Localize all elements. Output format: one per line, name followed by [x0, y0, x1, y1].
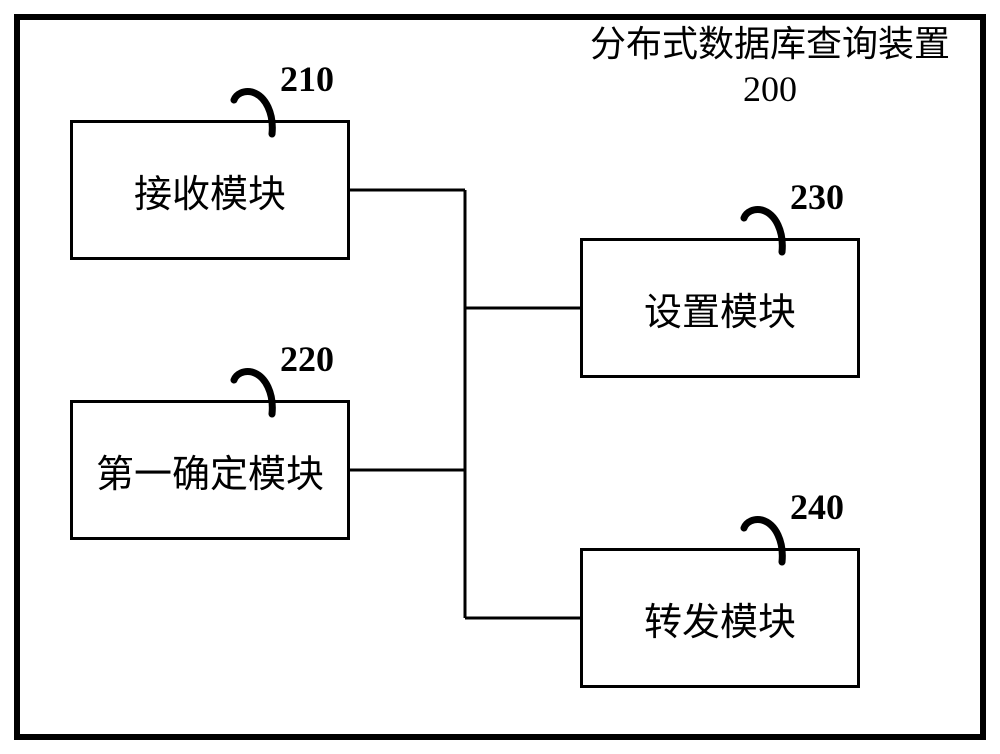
connector-lines — [0, 0, 1000, 754]
diagram-canvas: 分布式数据库查询装置 200 接收模块 第一确定模块 设置模块 转发模块 210… — [0, 0, 1000, 754]
